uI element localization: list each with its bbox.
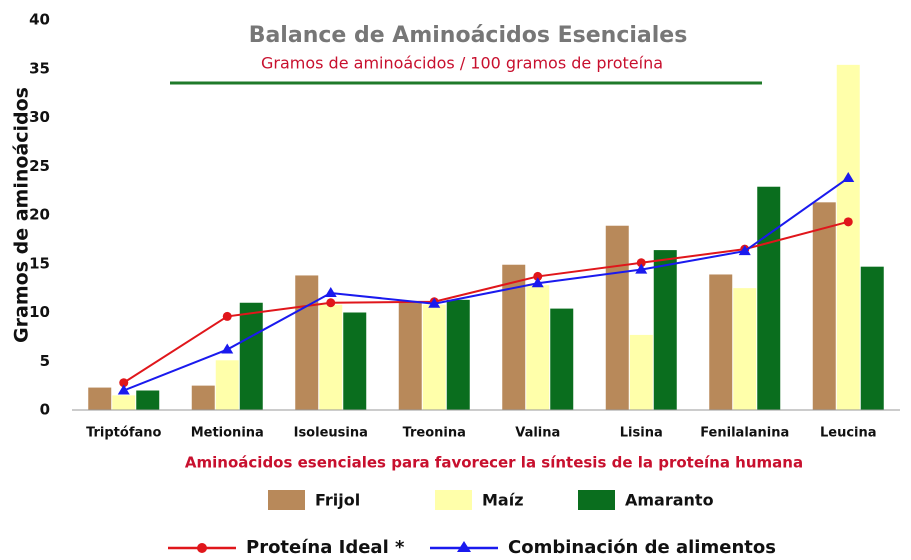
y-tick-label: 20 <box>29 206 50 224</box>
y-axis-label: Gramos de aminoácidos <box>11 87 33 343</box>
bar <box>733 288 757 410</box>
y-tick-label: 10 <box>29 303 50 321</box>
legend-label: Proteína Ideal * <box>246 537 405 558</box>
bar <box>757 186 781 410</box>
y-tick-label: 40 <box>29 11 50 29</box>
bar <box>526 285 550 410</box>
bar <box>343 312 367 410</box>
bar <box>112 395 136 410</box>
x-tick-label: Valina <box>515 426 560 441</box>
bar <box>239 302 263 410</box>
bar <box>295 275 319 410</box>
line-marker <box>117 384 130 395</box>
line-marker <box>636 258 646 268</box>
y-tick-label: 15 <box>29 254 50 272</box>
x-tick-label: Metionina <box>191 426 264 441</box>
y-tick-label: 25 <box>29 157 50 175</box>
line-marker <box>843 217 853 227</box>
legend-label: Amaranto <box>625 491 714 510</box>
bar <box>319 304 343 410</box>
y-tick-label: 0 <box>40 401 50 419</box>
bar <box>629 334 653 410</box>
bar <box>653 250 677 410</box>
line-marker <box>533 271 543 281</box>
legend-marker <box>197 543 207 553</box>
legend-label: Maíz <box>482 491 524 510</box>
legend-label: Combinación de alimentos <box>508 537 776 558</box>
bar <box>605 225 629 410</box>
legend-label: Frijol <box>315 491 360 510</box>
line-marker <box>428 297 441 308</box>
bar <box>398 301 422 410</box>
bar <box>136 390 160 410</box>
x-tick-label: Leucina <box>820 426 877 441</box>
bar <box>709 274 733 410</box>
legend-swatch <box>435 490 472 510</box>
bar <box>191 385 215 410</box>
line-marker <box>119 378 129 388</box>
x-tick-label: Lisina <box>620 426 663 441</box>
line-marker <box>324 287 337 297</box>
bar <box>836 64 860 410</box>
x-axis-label: Aminoácidos esenciales para favorecer la… <box>185 454 803 472</box>
line <box>123 177 849 392</box>
line-marker <box>221 343 234 354</box>
x-tick-label: Isoleusina <box>294 426 368 441</box>
chart-subtitle: Gramos de aminoácidos / 100 gramos de pr… <box>261 54 663 73</box>
chart-title: Balance de Aminoácidos Esenciales <box>249 23 688 48</box>
bar <box>550 308 574 410</box>
x-tick-label: Triptófano <box>86 426 161 441</box>
bar <box>860 266 884 410</box>
line-marker <box>738 245 751 256</box>
line-marker <box>531 277 544 288</box>
line <box>123 220 849 384</box>
bar <box>812 202 836 410</box>
bar <box>446 299 470 410</box>
bar <box>88 387 112 410</box>
y-tick-label: 30 <box>29 108 50 126</box>
line-marker <box>635 263 648 274</box>
bar <box>215 360 239 410</box>
legend-swatch <box>578 490 615 510</box>
y-tick-label: 35 <box>29 59 50 77</box>
bar <box>502 264 526 410</box>
x-tick-label: Treonina <box>403 426 466 441</box>
line-marker <box>222 311 232 321</box>
line-marker <box>842 171 855 182</box>
legend-swatch <box>268 490 305 510</box>
line-marker <box>326 298 336 308</box>
bar <box>422 304 446 410</box>
legend-marker <box>457 541 471 552</box>
y-tick-label: 5 <box>40 352 50 370</box>
x-tick-label: Fenilalanina <box>700 426 789 441</box>
